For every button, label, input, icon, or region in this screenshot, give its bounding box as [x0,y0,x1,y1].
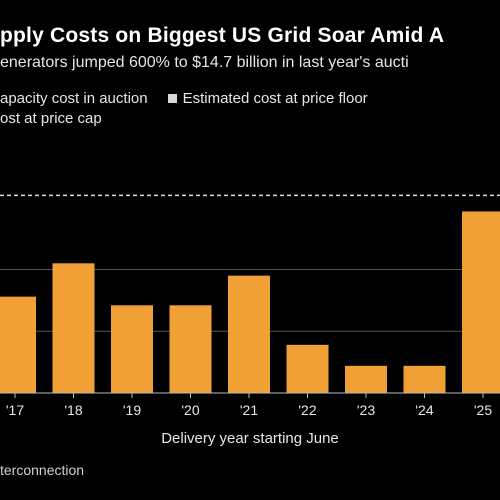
x-tick-layer: '17 '18 '19 '20 '21 '22 '23 '24 '25 [0,392,500,418]
legend-label-price-floor: Estimated cost at price floor [182,90,368,107]
bar-0 [0,296,36,393]
legend-label-capacity-cost: apacity cost in auction [0,90,148,107]
bars-layer [0,211,500,393]
x-tick-label-6: '23 [357,402,375,418]
legend-label-price-cap: ost at price cap [0,110,102,127]
bar-7 [403,365,446,393]
bar-2 [111,305,153,393]
x-tick-label-2: '19 [123,402,141,418]
bar-5 [286,344,329,393]
bar-4 [228,275,270,393]
x-axis-label: Delivery year starting June [161,430,339,447]
x-tick-label-8: '25 [474,402,492,418]
x-tick-label-3: '20 [181,402,199,418]
x-tick-label-7: '24 [415,402,433,418]
chart-title: pply Costs on Biggest US Grid Soar Amid … [0,24,445,47]
chart-subtitle: enerators jumped 600% to $14.7 billion i… [0,54,409,71]
legend-row-1: apacity cost in auction Estimated cost a… [0,90,388,107]
legend-row-2: ost at price cap [0,110,122,127]
x-tick-label-4: '21 [240,402,258,418]
x-tick-label-5: '22 [298,402,316,418]
legend-item-price-cap: ost at price cap [0,110,102,127]
source-note: terconnection [0,462,85,478]
legend-item-price-floor: Estimated cost at price floor [167,90,368,107]
bar-3 [169,305,212,393]
legend-swatch-price-floor [167,94,177,103]
x-tick-label-0: '17 [6,402,24,418]
bar-6 [345,365,387,393]
legend-item-capacity-cost: apacity cost in auction [0,90,148,107]
x-tick-label-1: '18 [64,402,82,418]
bar-1 [52,263,95,393]
bar-8 [462,211,500,393]
